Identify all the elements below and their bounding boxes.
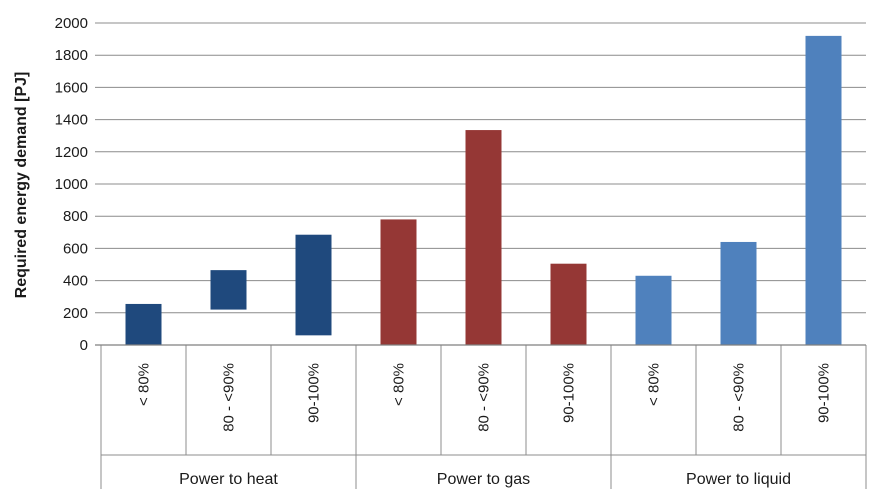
group-label: Power to gas xyxy=(437,471,530,488)
bar xyxy=(210,270,247,310)
category-tick-label: 90-100% xyxy=(306,363,323,423)
bar xyxy=(550,263,587,345)
y-tick-label: 1200 xyxy=(55,144,88,161)
x-axis xyxy=(95,344,867,489)
y-tick-labels: 0 200 400 600 800 1000 1200 1400 1600 1800 2000 xyxy=(55,15,88,354)
y-tick-label: 800 xyxy=(63,208,88,225)
y-axis-label: Required energy demand [PJ] xyxy=(13,72,30,299)
group-labels: Power to heat Power to gas Power to liquid xyxy=(179,471,791,488)
bar xyxy=(720,241,757,345)
y-tick-label: 0 xyxy=(80,337,88,354)
category-tick-label: 80 - <90% xyxy=(476,363,493,432)
bar xyxy=(125,303,162,345)
y-tick-label: 600 xyxy=(63,240,88,257)
bars xyxy=(125,35,842,345)
category-labels: < 80% 80 - <90% 90-100% < 80% 80 - <90% 90-10… xyxy=(136,363,833,432)
bar xyxy=(805,35,842,345)
y-tick-label: 400 xyxy=(63,273,88,290)
y-tick-label: 1000 xyxy=(55,176,88,193)
y-tick-label: 1800 xyxy=(55,47,88,64)
y-tick-label: 1600 xyxy=(55,79,88,96)
bar xyxy=(295,234,332,336)
category-tick-label: 90-100% xyxy=(561,363,578,423)
group-label: Power to liquid xyxy=(686,471,791,488)
category-tick-label: < 80% xyxy=(646,363,663,406)
y-tick-label: 2000 xyxy=(55,15,88,32)
y-tick-label: 200 xyxy=(63,305,88,322)
bar xyxy=(635,275,672,345)
category-tick-label: 90-100% xyxy=(816,363,833,423)
category-tick-label: < 80% xyxy=(136,363,153,406)
category-tick-label: 80 - <90% xyxy=(221,363,238,432)
group-label: Power to heat xyxy=(179,471,278,488)
category-tick-label: < 80% xyxy=(391,363,408,406)
category-tick-label: 80 - <90% xyxy=(731,363,748,432)
bar xyxy=(465,130,502,345)
bar xyxy=(380,219,417,345)
y-tick-label: 1400 xyxy=(55,112,88,129)
